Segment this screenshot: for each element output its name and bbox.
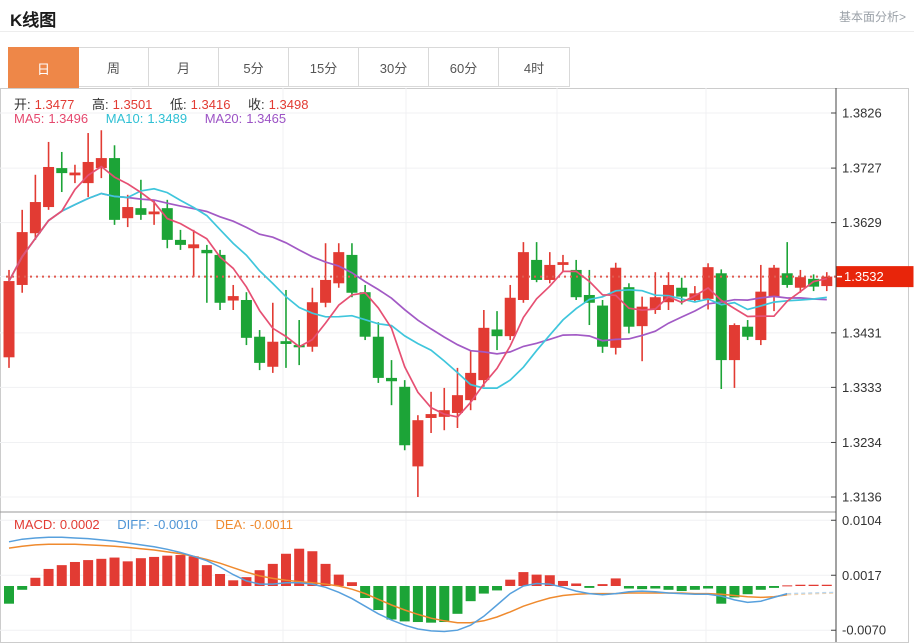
interval-tabbar: 日 周 月 5分 15分 30分 60分 4时 xyxy=(8,47,570,89)
ma-readout: MA5: 1.3496 MA10: 1.3489 MA20: 1.3465 xyxy=(14,111,287,126)
svg-text:1.3234: 1.3234 xyxy=(842,435,882,450)
gridlines xyxy=(0,88,836,642)
tab-60min[interactable]: 60分 xyxy=(429,48,499,86)
fundamental-analysis-link[interactable]: 基本面分析> xyxy=(838,10,906,24)
tab-month[interactable]: 月 xyxy=(149,48,219,86)
tab-15min[interactable]: 15分 xyxy=(289,48,359,86)
svg-text:1.3727: 1.3727 xyxy=(842,161,882,176)
svg-text:1.3532: 1.3532 xyxy=(844,269,884,284)
macd-histogram xyxy=(4,548,832,623)
svg-text:1.3826: 1.3826 xyxy=(842,106,882,121)
tab-4hour[interactable]: 4时 xyxy=(499,48,569,86)
current-price-tag: 1.3532 xyxy=(836,266,914,288)
header-divider xyxy=(0,31,914,32)
svg-text:1.3629: 1.3629 xyxy=(842,215,882,230)
macd-lines xyxy=(8,536,837,633)
tab-30min[interactable]: 30分 xyxy=(359,48,429,86)
svg-text:0.0017: 0.0017 xyxy=(842,568,882,583)
chart-frame xyxy=(0,88,909,643)
page-title: K线图 xyxy=(10,11,57,30)
tab-week[interactable]: 周 xyxy=(79,48,149,86)
price-axis-labels: 1.3826 1.3727 1.3629 1.3431 1.3333 1.3234 1.31… xyxy=(831,106,882,505)
svg-text:1.3431: 1.3431 xyxy=(842,325,882,340)
macd-axis-labels: 0.0104 0.0017 -0.0070 xyxy=(831,513,886,638)
svg-text:-0.0070: -0.0070 xyxy=(842,623,886,638)
ma-lines xyxy=(8,165,827,418)
candlestick-chart[interactable]: 1.3826 1.3727 1.3629 1.3431 1.3333 1.3234 1.31… xyxy=(0,88,914,643)
ohlc-readout: 开: 1.3477 高: 1.3501 低: 1.3416 收: 1.3498 xyxy=(14,97,309,112)
svg-text:1.3333: 1.3333 xyxy=(842,380,882,395)
macd-readout: MACD: 0.0002 DIFF: -0.0010 DEA: -0.0011 xyxy=(14,517,293,532)
tab-day[interactable]: 日 xyxy=(8,47,79,89)
tab-5min[interactable]: 5分 xyxy=(219,48,289,86)
svg-text:0.0104: 0.0104 xyxy=(842,513,882,528)
svg-text:1.3136: 1.3136 xyxy=(842,490,882,505)
candles xyxy=(3,130,833,497)
